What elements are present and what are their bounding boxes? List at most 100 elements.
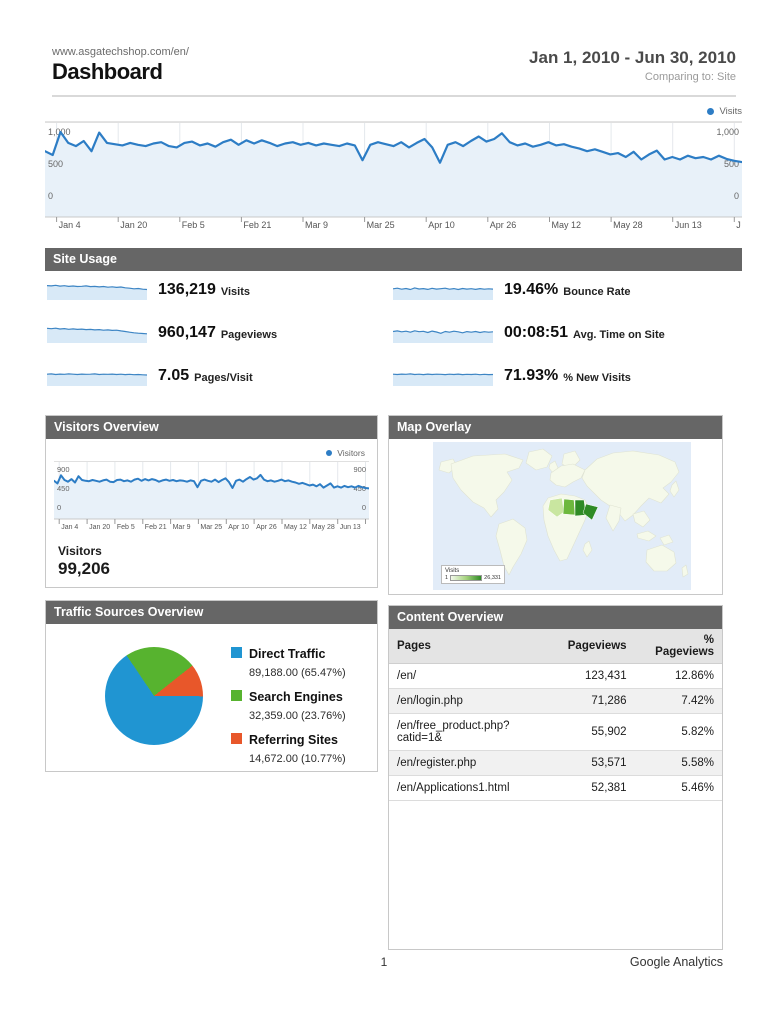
map-overlay-panel: Map Overlay [388, 415, 723, 595]
svg-text:Jan 4: Jan 4 [61, 524, 78, 531]
page-path: /en/Applications1.html [389, 775, 560, 801]
svg-text:Jan 20: Jan 20 [89, 524, 110, 531]
map-new-zealand [681, 564, 689, 578]
metric-value: 7.05 [158, 367, 190, 384]
svg-text:Jun 13: Jun 13 [340, 524, 361, 531]
page-path: /en/login.php [389, 688, 560, 714]
visits-legend-dot-icon [707, 107, 715, 115]
new-visits-sparkline [393, 373, 493, 386]
svg-text:May 12: May 12 [552, 220, 582, 230]
metric-pages-per-visit: 7.05 Pages/Visit [47, 366, 393, 386]
table-row: /en/Applications1.html 52,381 5.46% [389, 775, 722, 801]
metric-label: Avg. Time on Site [573, 329, 665, 341]
visits-legend-label: Visits [719, 105, 742, 117]
svg-text:0: 0 [48, 191, 53, 201]
avg-time-sparkline [393, 330, 493, 343]
pages-visit-sparkline [47, 373, 147, 386]
metric-value: 960,147 [158, 324, 216, 341]
map-australia [645, 544, 677, 572]
visitors-overview-title: Visitors Overview [46, 416, 377, 439]
svg-text:May 12: May 12 [284, 524, 307, 531]
metric-label: Visits [220, 286, 250, 298]
visits-chart-section: Visits 1,000 1,000 500 500 0 0 Jan 4 Jan 20 Feb … [43, 104, 744, 239]
map-japan [669, 480, 680, 498]
metric-value: 19.46% [504, 281, 559, 298]
metric-value: 71.93% [504, 367, 559, 384]
map-indonesia [636, 530, 657, 542]
map-north-america [450, 453, 524, 518]
svg-text:Jan 4: Jan 4 [59, 220, 81, 230]
pageviews-value: 53,571 [559, 750, 635, 776]
column-header-pct-pageviews: % Pageviews [634, 629, 722, 664]
legend-item-referring-sites: Referring Sites 14,672.00 (10.77%) [231, 731, 346, 767]
legend-item-search-engines: Search Engines 32,359.00 (23.76%) [231, 688, 346, 724]
slice-label: Search Engines [249, 690, 343, 704]
svg-text:Mar 9: Mar 9 [173, 524, 191, 531]
pct-pageviews-value: 12.86% [634, 663, 722, 689]
traffic-sources-pie-chart [105, 647, 203, 745]
svg-text:Jan 20: Jan 20 [120, 220, 147, 230]
svg-text:900: 900 [57, 465, 70, 474]
svg-text:Mar 25: Mar 25 [367, 220, 395, 230]
slice-label: Direct Traffic [249, 647, 326, 661]
page-path: /en/free_product.php?catid=1& [389, 713, 560, 751]
slice-label: Referring Sites [249, 733, 338, 747]
slice-value: 14,672.00 (10.77%) [249, 753, 346, 765]
visits-legend: Visits [45, 104, 742, 118]
map-new-guinea [659, 534, 674, 546]
metric-visits: 136,219 Visits [47, 280, 393, 300]
page-number: 1 [380, 955, 388, 969]
visitors-total-value: 99,206 [58, 559, 110, 578]
direct-traffic-swatch-icon [231, 647, 242, 658]
content-overview-panel: Content Overview Pages Pageviews % Pagev… [388, 605, 723, 950]
pageviews-value: 52,381 [559, 775, 635, 801]
metric-value: 00:08:51 [504, 324, 569, 341]
pageviews-value: 55,902 [559, 713, 635, 751]
svg-text:Feb 5: Feb 5 [117, 524, 135, 531]
svg-text:900: 900 [353, 465, 366, 474]
map-asia [581, 450, 680, 522]
map-overlay-title: Map Overlay [389, 416, 722, 439]
world-map-svg [433, 442, 691, 590]
visitors-chart-box: 900 900 450 450 0 0 Jan 4 Jan 20 Feb 5 Feb 21 Mar … [53, 461, 370, 540]
map-legend-title: Visits [445, 568, 460, 574]
svg-text:Mar 25: Mar 25 [200, 524, 222, 531]
pct-pageviews-value: 5.46% [634, 775, 722, 801]
visits-sparkline [47, 284, 147, 300]
table-row: /en/ 123,431 12.86% [389, 663, 722, 689]
metric-label: Pageviews [220, 329, 278, 341]
map-se-asia [632, 510, 651, 528]
visitors-line-chart: 900 900 450 450 0 0 Jan 4 Jan 20 Feb 5 Feb 21 Mar … [53, 461, 370, 531]
google-analytics-brand: Google Analytics [629, 955, 723, 969]
column-header-pageviews: Pageviews [559, 629, 635, 664]
pct-pageviews-value: 5.58% [634, 750, 722, 776]
referring-sites-swatch-icon [231, 733, 242, 744]
svg-text:May 28: May 28 [312, 524, 335, 531]
svg-text:Apr 10: Apr 10 [428, 220, 455, 230]
traffic-sources-panel: Traffic Sources Overview Direct Traffic … [45, 600, 378, 772]
svg-text:J: J [736, 220, 741, 230]
map-legend-gradient [450, 575, 483, 581]
svg-text:Feb 5: Feb 5 [182, 220, 205, 230]
pageviews-sparkline [47, 327, 147, 343]
legend-item-direct-traffic: Direct Traffic 89,188.00 (65.47%) [231, 645, 346, 681]
traffic-sources-title: Traffic Sources Overview [46, 601, 377, 624]
site-usage-metrics: 136,219 Visits 19.46% Bounce Rate 960,14… [47, 280, 707, 386]
svg-text:0: 0 [362, 503, 366, 512]
slice-value: 32,359.00 (23.76%) [249, 710, 346, 722]
pageviews-value: 123,431 [559, 663, 635, 689]
table-row: /en/register.php 53,571 5.58% [389, 750, 722, 776]
visits-line-chart: 1,000 1,000 500 500 0 0 Jan 4 Jan 20 Feb 5 Feb 21… [43, 122, 744, 230]
visitors-legend-label: Visitors [337, 448, 365, 458]
content-overview-table: Pages Pageviews % Pageviews /en/ 123,431… [389, 629, 722, 801]
svg-text:1,000: 1,000 [48, 127, 71, 137]
metric-label: Bounce Rate [563, 286, 631, 298]
visitors-chart-legend: Visitors [46, 447, 365, 459]
visitors-total-label: Visitors [58, 544, 102, 558]
svg-text:Apr 10: Apr 10 [228, 524, 249, 531]
page-path: /en/ [389, 663, 560, 689]
visits-chart-box: 1,000 1,000 500 500 0 0 Jan 4 Jan 20 Feb 5 Feb 21… [43, 121, 744, 239]
svg-text:450: 450 [57, 484, 70, 493]
report-date-block: Jan 1, 2010 - Jun 30, 2010 Comparing to:… [529, 48, 736, 83]
